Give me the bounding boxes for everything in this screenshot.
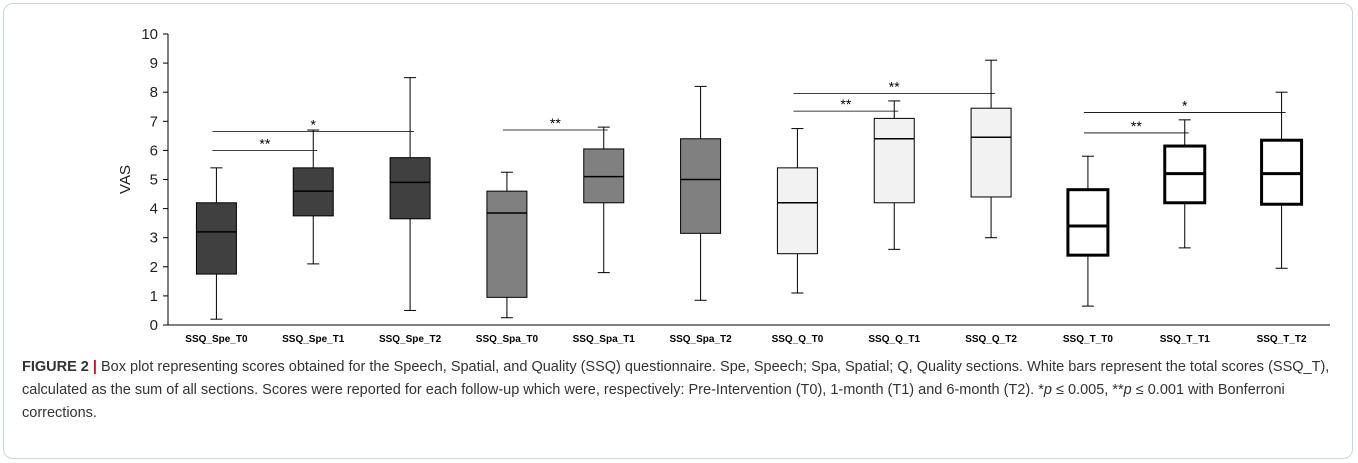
y-tick-label: 10 (141, 26, 158, 43)
significance-label: * (1182, 98, 1188, 114)
caption-label: FIGURE 2 (22, 359, 89, 375)
significance-label: ** (1131, 118, 1142, 134)
caption-text: Box plot representing scores obtained fo… (22, 359, 1330, 398)
box-ssq-spe-t1 (292, 129, 334, 265)
caption-p1-prefix: * (1038, 382, 1044, 398)
box-ssq-t-t0 (1066, 155, 1110, 307)
x-tick-label: SSQ_T_T1 (1160, 334, 1210, 345)
y-tick-label: 7 (150, 113, 158, 130)
caption-p-symbol-1: p (1043, 382, 1052, 398)
box-iqr (389, 157, 431, 220)
caption-separator: | (92, 359, 97, 375)
box-ssq-t-t2 (1260, 91, 1304, 269)
y-tick-label: 5 (150, 172, 158, 189)
x-tick-label: SSQ_T_T0 (1063, 334, 1113, 345)
box-ssq-q-t1 (873, 100, 915, 250)
box-ssq-spa-t2 (680, 85, 722, 301)
significance-label: ** (550, 115, 561, 131)
significance-brackets: *** ********* (212, 79, 1286, 151)
y-axis-label: VAS (117, 165, 134, 194)
caption-p-symbol-2: p (1123, 382, 1132, 398)
significance-label: * (311, 116, 317, 132)
x-tick-label: SSQ_Spa_T2 (669, 334, 732, 345)
boxes (195, 59, 1304, 320)
y-tick-label: 2 (150, 259, 158, 276)
y-tick-label: 3 (150, 230, 158, 247)
x-tick-label: SSQ_Spe_T0 (185, 334, 248, 345)
x-tick-label: SSQ_Spa_T1 (573, 334, 636, 345)
x-tick-label: SSQ_T_T2 (1257, 334, 1307, 345)
significance-label: ** (889, 79, 900, 95)
significance-label: ** (259, 135, 270, 151)
box-iqr (1066, 188, 1110, 257)
figure-caption: FIGURE 2 | Box plot representing scores … (22, 356, 1340, 425)
x-tick-label: SSQ_Spe_T2 (379, 334, 442, 345)
box-iqr (873, 117, 915, 204)
x-tick-label: SSQ_Q_T1 (868, 334, 920, 345)
x-tick-label: SSQ_Spa_T0 (476, 334, 539, 345)
y-tick-label: 6 (150, 142, 158, 159)
box-ssq-spe-t2 (389, 77, 431, 311)
x-axis: SSQ_Spe_T0 SSQ_Spe_T1 SSQ_Spe_T2 SSQ_Spa_T0… (168, 324, 1330, 345)
box-ssq-q-t0 (776, 128, 818, 294)
box-iqr (776, 167, 818, 255)
box-iqr (970, 107, 1012, 198)
box-iqr (486, 190, 528, 298)
caption-p2-text: ≤ 0.001 with Bonferroni corrections. (22, 382, 1285, 421)
box-ssq-spa-t1 (583, 126, 625, 274)
y-axis: 0 1 2 3 4 5 6 7 8 9 10 (141, 26, 169, 334)
y-tick-label: 1 (150, 288, 158, 305)
x-tick-label: SSQ_Q_T2 (965, 334, 1017, 345)
box-ssq-spa-t0 (486, 171, 528, 319)
box-iqr (680, 138, 722, 234)
figure-frame (3, 3, 1353, 459)
y-tick-label: 8 (150, 84, 158, 101)
x-tick-label: SSQ_Q_T0 (772, 334, 824, 345)
box-iqr (195, 202, 237, 275)
caption-p1-text: ≤ 0.005, ** (1051, 382, 1124, 398)
y-tick-label: 0 (150, 317, 158, 334)
box-ssq-t-t1 (1163, 119, 1207, 249)
x-tick-label: SSQ_Spe_T1 (282, 334, 345, 345)
y-tick-label: 4 (150, 201, 158, 218)
box-ssq-spe-t0 (195, 167, 237, 320)
significance-label: ** (840, 96, 851, 112)
y-tick-label: 9 (150, 55, 158, 72)
box-ssq-q-t2 (970, 59, 1012, 239)
